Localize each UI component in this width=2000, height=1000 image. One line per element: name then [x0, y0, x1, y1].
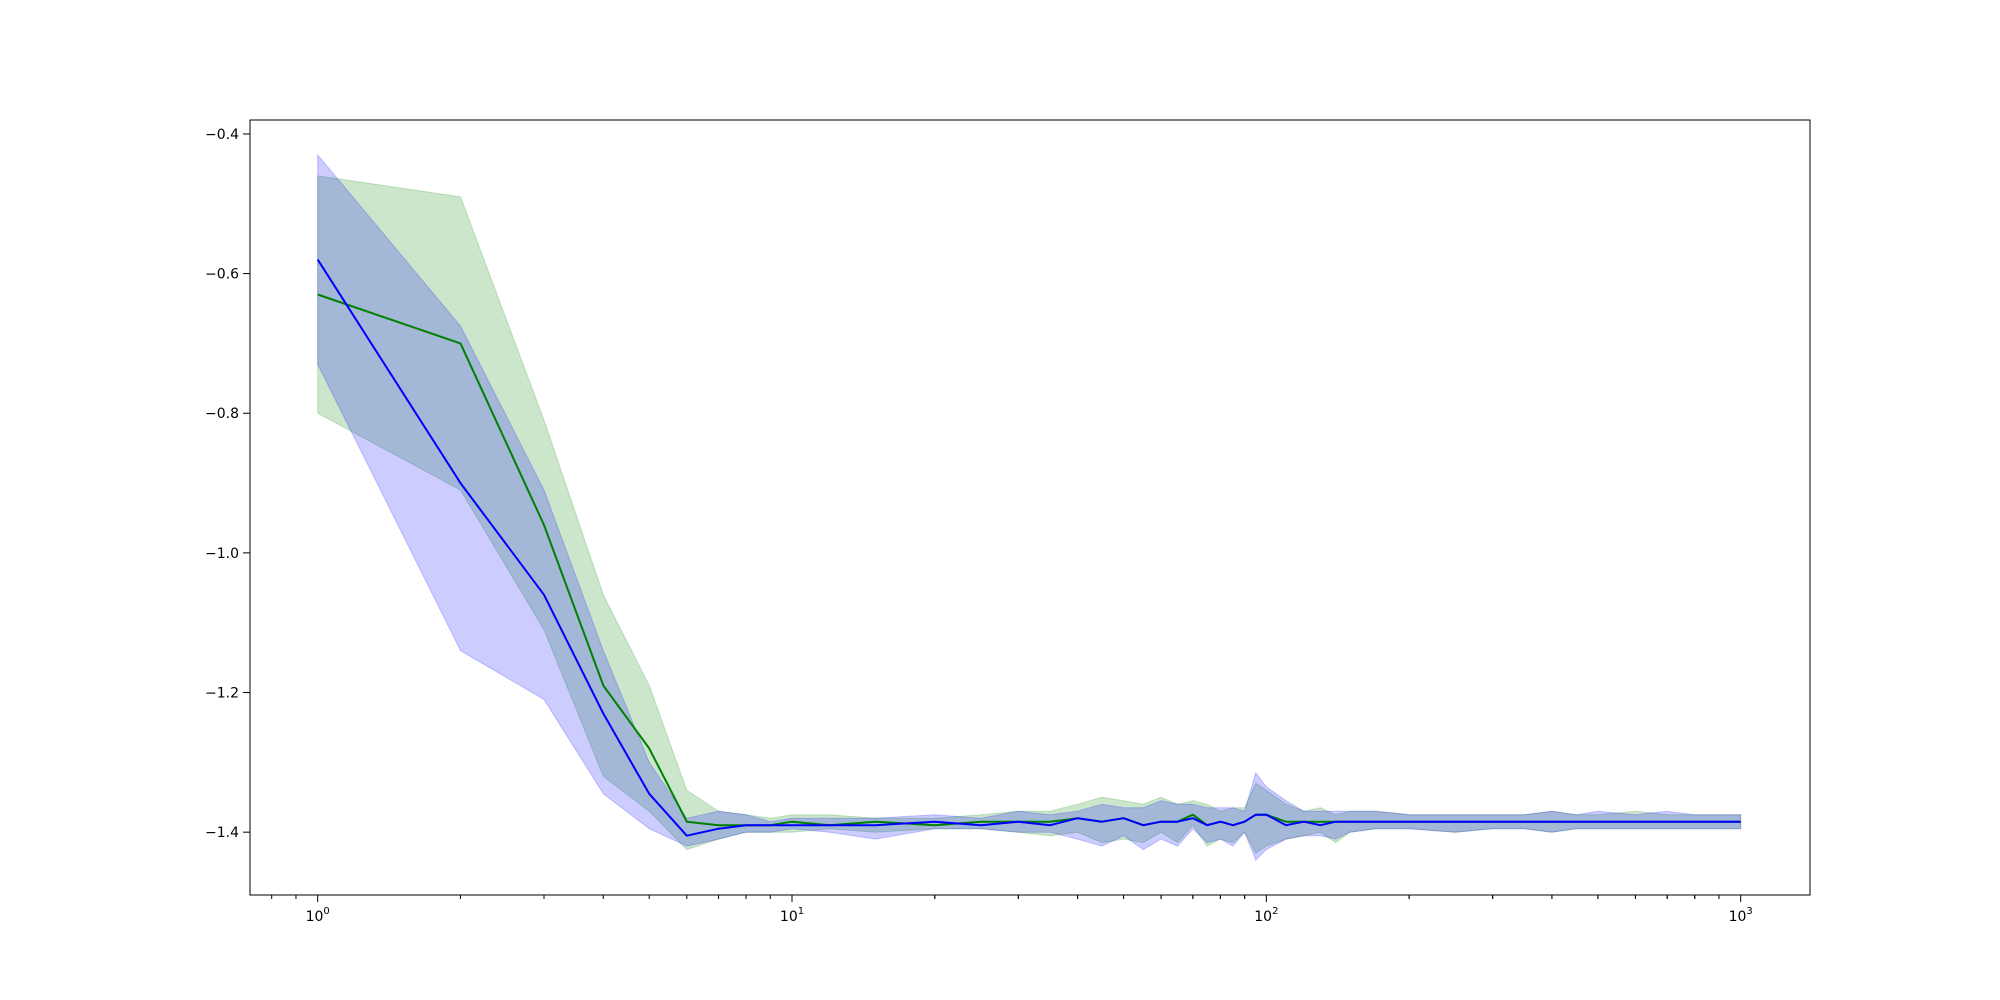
- x-axis: 100 101 102 103: [271, 895, 1753, 925]
- plot-area: [250, 120, 1810, 895]
- x-tick-exponent: 2: [1272, 906, 1278, 917]
- y-tick-label: −1.4: [205, 825, 239, 841]
- y-tick-label: −0.6: [205, 267, 239, 283]
- x-tick-label: 100: [306, 906, 330, 925]
- lines-layer: [316, 259, 1741, 837]
- y-axis: −0.4 −0.6 −0.8 −1.0 −1.2 −1.4: [205, 127, 250, 841]
- series-1-band: [317, 153, 1742, 861]
- x-tick-label: 101: [780, 906, 804, 925]
- x-tick-base: 10: [780, 909, 798, 925]
- series-0-band: [317, 175, 1742, 854]
- x-tick-label: 103: [1729, 906, 1753, 925]
- plot-frame: [249, 119, 1811, 896]
- y-tick-label: −0.8: [205, 406, 239, 422]
- x-tick-base: 10: [1729, 909, 1747, 925]
- x-tick-label: 102: [1254, 906, 1278, 925]
- x-tick-exponent: 0: [323, 906, 329, 917]
- series-1-line: [316, 259, 1741, 837]
- y-tick-label: −0.4: [205, 127, 239, 143]
- y-tick-label: −1.0: [205, 546, 239, 562]
- x-tick-exponent: 1: [798, 906, 804, 917]
- x-tick-base: 10: [306, 909, 324, 925]
- bands-layer: [317, 153, 1742, 861]
- x-tick-base: 10: [1254, 909, 1272, 925]
- y-tick-label: −1.2: [205, 686, 239, 702]
- x-tick-exponent: 3: [1746, 906, 1752, 917]
